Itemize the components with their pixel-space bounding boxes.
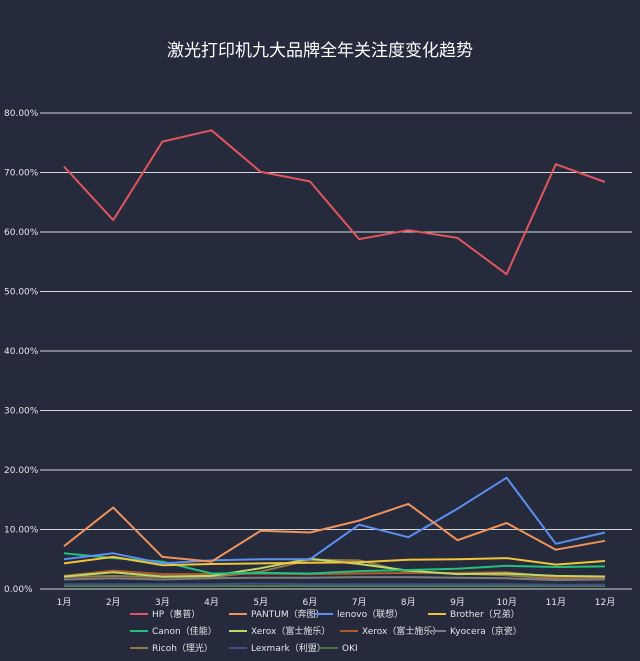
legend-item[interactable]: Xerox（富士施乐） (229, 625, 330, 637)
legend-label: Canon（佳能） (152, 625, 217, 637)
y-tick-label: 80.00% (4, 109, 39, 119)
legend-label: OKI (342, 644, 358, 654)
grid-lines (40, 112, 632, 590)
x-tick-label: 1月 (57, 597, 72, 608)
x-tick-label: 5月 (253, 597, 268, 608)
legend-item[interactable]: PANTUM（奔图） (229, 608, 325, 620)
series-line (63, 576, 606, 582)
legend-item[interactable]: Canon（佳能） (130, 625, 217, 637)
y-tick-label: 20.00% (4, 466, 39, 476)
series-line (63, 129, 606, 276)
x-tick-label: 4月 (204, 597, 219, 608)
x-tick-label: 8月 (401, 597, 416, 608)
legend-label: HP（惠普） (152, 608, 200, 620)
legend-item[interactable]: Ricoh（理光） (130, 642, 213, 654)
chart-title: 激光打印机九大品牌全年关注度变化趋势 (167, 41, 473, 61)
legend-item[interactable]: HP（惠普） (130, 608, 200, 620)
x-tick-label: 10月 (496, 597, 516, 608)
legend-label: Brother（兄弟） (450, 608, 520, 620)
y-tick-label: 0.00% (4, 585, 33, 595)
x-tick-label: 12月 (595, 597, 615, 608)
legend-item[interactable]: Brother（兄弟） (428, 608, 520, 620)
series-line (64, 582, 605, 586)
x-tick-label: 6月 (303, 597, 318, 608)
series-line (63, 557, 606, 578)
series-line (63, 476, 606, 565)
legend-item[interactable]: Lexmark（利盟） (229, 642, 326, 654)
series-line (63, 558, 606, 581)
x-tick-label: 9月 (450, 597, 465, 608)
y-tick-label: 50.00% (4, 288, 39, 298)
y-tick-label: 30.00% (4, 407, 39, 417)
x-tick-label: 3月 (155, 597, 170, 608)
legend-item[interactable]: OKI (320, 644, 358, 654)
y-axis-ticks: 0.00% 10.00% 20.00% 30.00% 40.00% 50.00% 60.00… (4, 109, 39, 595)
legend-label: PANTUM（奔图） (251, 608, 325, 620)
legend-label: Xerox（富士施乐） (362, 625, 441, 637)
x-axis-ticks: 1月 2月 3月 4月 5月 6月 7月 8月 9月 10月 11月 12月 (57, 597, 616, 608)
series-line (63, 502, 606, 563)
x-tick-label: 7月 (352, 597, 367, 608)
legend-item[interactable]: lenovo（联想） (315, 608, 403, 620)
legend-item[interactable]: Kyocera（京瓷） (428, 625, 522, 637)
legend-label: lenovo（联想） (337, 608, 403, 620)
legend[interactable]: HP（惠普） PANTUM（奔图） lenovo（联想） Brother（兄弟） Can… (130, 608, 522, 654)
y-tick-label: 10.00% (4, 526, 39, 536)
series-lines (63, 129, 606, 587)
legend-label: Ricoh（理光） (152, 642, 213, 654)
series-line (63, 555, 606, 567)
y-tick-label: 60.00% (4, 228, 39, 238)
y-tick-label: 70.00% (4, 169, 39, 179)
y-tick-label: 40.00% (4, 347, 39, 357)
x-tick-label: 2月 (106, 597, 121, 608)
legend-label: Lexmark（利盟） (251, 642, 326, 654)
x-tick-label: 11月 (546, 597, 566, 608)
legend-label: Xerox（富士施乐） (251, 625, 330, 637)
legend-item[interactable]: Xerox（富士施乐） (340, 625, 441, 637)
legend-label: Kyocera（京瓷） (450, 625, 522, 637)
